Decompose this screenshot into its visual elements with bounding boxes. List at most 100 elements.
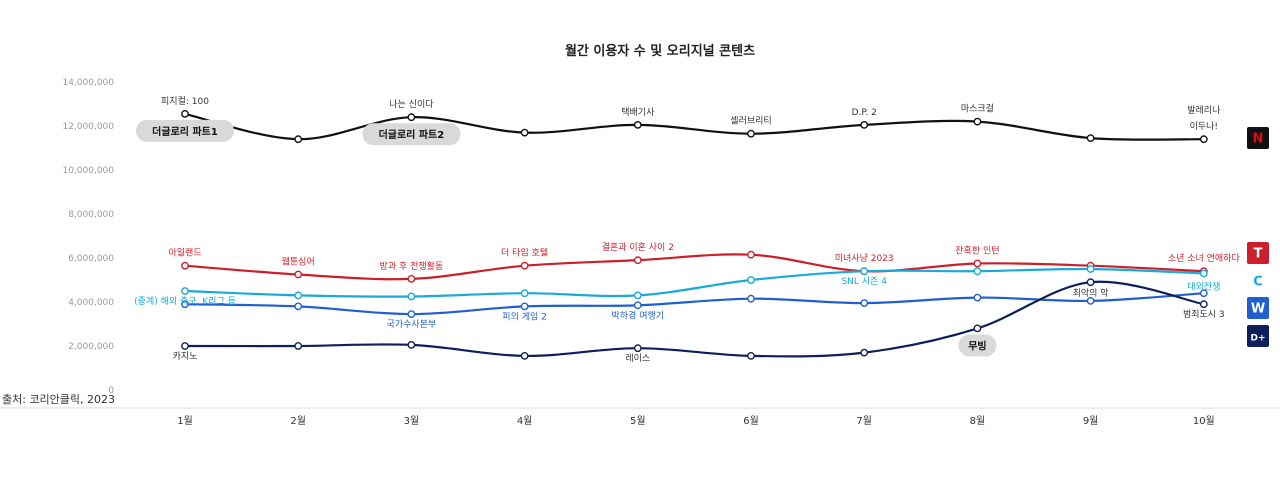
data-label: 박하경 여행기: [612, 309, 665, 321]
data-label: 범죄도시 3: [1183, 309, 1225, 320]
data-point: [181, 287, 189, 295]
data-point: [407, 274, 416, 283]
data-point: [633, 121, 642, 129]
data-point: [860, 121, 869, 129]
data-label: 소년 소녀 연애하다: [1168, 253, 1241, 264]
data-label: 셀러브리티: [730, 116, 771, 127]
data-point: [860, 299, 869, 307]
x-tick-label: 2월: [290, 415, 306, 427]
data-point: [294, 135, 303, 144]
data-label: 피지컬: 100: [161, 96, 209, 107]
data-point: [181, 300, 189, 309]
x-tick-label: 7월: [856, 415, 872, 427]
highlight-pill: 더글로리 파트2: [362, 123, 461, 146]
data-point: [747, 250, 755, 259]
logo-mark: N: [1253, 132, 1264, 147]
y-tick-label: 2,000,000: [68, 342, 114, 352]
pill-label: 더글로리 파트2: [379, 128, 445, 141]
data-point: [1199, 300, 1208, 309]
x-tick-label: 4월: [517, 415, 533, 427]
data-label: 레이스: [625, 353, 650, 364]
data-point: [973, 259, 982, 268]
data-point: [973, 117, 982, 126]
data-label: 잔혹한 인턴: [955, 245, 999, 257]
y-tick-label: 14,000,000: [62, 78, 114, 88]
y-tick-label: 12,000,000: [62, 122, 114, 132]
data-point: [520, 302, 529, 311]
series-line: [184, 280, 1205, 358]
data-label: 미녀사냥 2023: [835, 253, 894, 264]
data-point: [747, 351, 755, 360]
data-label: 발레리나 이두나!: [1187, 105, 1220, 132]
data-point: [407, 292, 416, 301]
pill-label: 더글로리 파트1: [152, 125, 218, 138]
data-label: 피의 게임 2: [502, 310, 547, 322]
data-point: [294, 342, 303, 350]
x-tick-label: 6월: [743, 415, 759, 427]
x-tick-label: 1월: [177, 415, 193, 427]
x-tick-label: 10월: [1193, 415, 1215, 427]
data-label: 최악의 악: [1073, 287, 1109, 299]
data-point: [973, 293, 982, 302]
data-point: [181, 110, 189, 118]
data-point: [520, 351, 529, 360]
data-point: [1199, 135, 1208, 144]
data-label: SNL 시즌 4: [841, 276, 887, 287]
logo-coupang-play-icon: C: [1247, 270, 1269, 292]
highlight-pill: 무빙: [958, 334, 997, 357]
chart-title: 월간 이용자 수 및 오리지널 콘텐츠: [565, 43, 755, 59]
data-label: 대외전쟁: [1187, 280, 1220, 292]
data-label: 마스크걸: [961, 104, 994, 115]
data-point: [973, 324, 982, 333]
y-tick-label: 8,000,000: [68, 210, 114, 220]
series-layer: [181, 110, 1208, 360]
data-point: [520, 289, 529, 298]
series-line: [184, 253, 1204, 281]
data-point: [633, 291, 642, 300]
logo-wavve-icon: W: [1247, 297, 1269, 319]
series-line: [184, 267, 1204, 298]
logo-mark: T: [1254, 247, 1263, 262]
data-point: [1086, 134, 1095, 143]
data-point: [747, 294, 755, 303]
logo-layer: N TCW D+: [1247, 127, 1269, 347]
data-point: [407, 310, 416, 318]
data-point: [1086, 278, 1095, 287]
data-point: [747, 129, 755, 138]
highlight-pill: 더글로리 파트1: [136, 119, 234, 142]
data-label: 아일랜드: [168, 248, 201, 259]
series-line: [184, 112, 1204, 141]
data-point: [181, 342, 189, 350]
data-point: [747, 276, 755, 284]
logo-mark: D+: [1250, 334, 1265, 344]
data-point: [520, 261, 529, 270]
data-point: [1199, 289, 1208, 298]
data-label: 국가수사본부: [387, 319, 437, 330]
data-point: [1086, 296, 1095, 305]
data-label: 택배기사: [621, 107, 655, 118]
logo-mark: C: [1253, 275, 1263, 290]
pill-label: 무빙: [968, 339, 986, 352]
y-tick-label: 4,000,000: [68, 298, 114, 308]
logo-disney--icon: D+: [1247, 325, 1269, 347]
data-point: [407, 113, 416, 122]
data-point: [520, 128, 529, 137]
x-tick-label: 9월: [1083, 415, 1099, 427]
data-point: [294, 270, 303, 279]
data-point: [294, 291, 303, 300]
data-label: 더 타임 호텔: [501, 247, 548, 259]
data-point: [860, 267, 869, 276]
logo-netflix-icon: N: [1247, 127, 1269, 149]
data-label: 웹툰싱어: [282, 257, 315, 268]
data-point: [181, 261, 189, 270]
data-label: 카지노: [173, 351, 198, 362]
series-line: [184, 292, 1204, 316]
data-label: 나는 신이다: [389, 99, 434, 110]
data-point: [633, 344, 642, 353]
x-tick-label: 3월: [404, 415, 420, 427]
data-label: (중계) 해외 축구, K리그 등: [134, 295, 236, 307]
x-tick-label: 8월: [970, 415, 986, 427]
data-point: [407, 340, 416, 349]
